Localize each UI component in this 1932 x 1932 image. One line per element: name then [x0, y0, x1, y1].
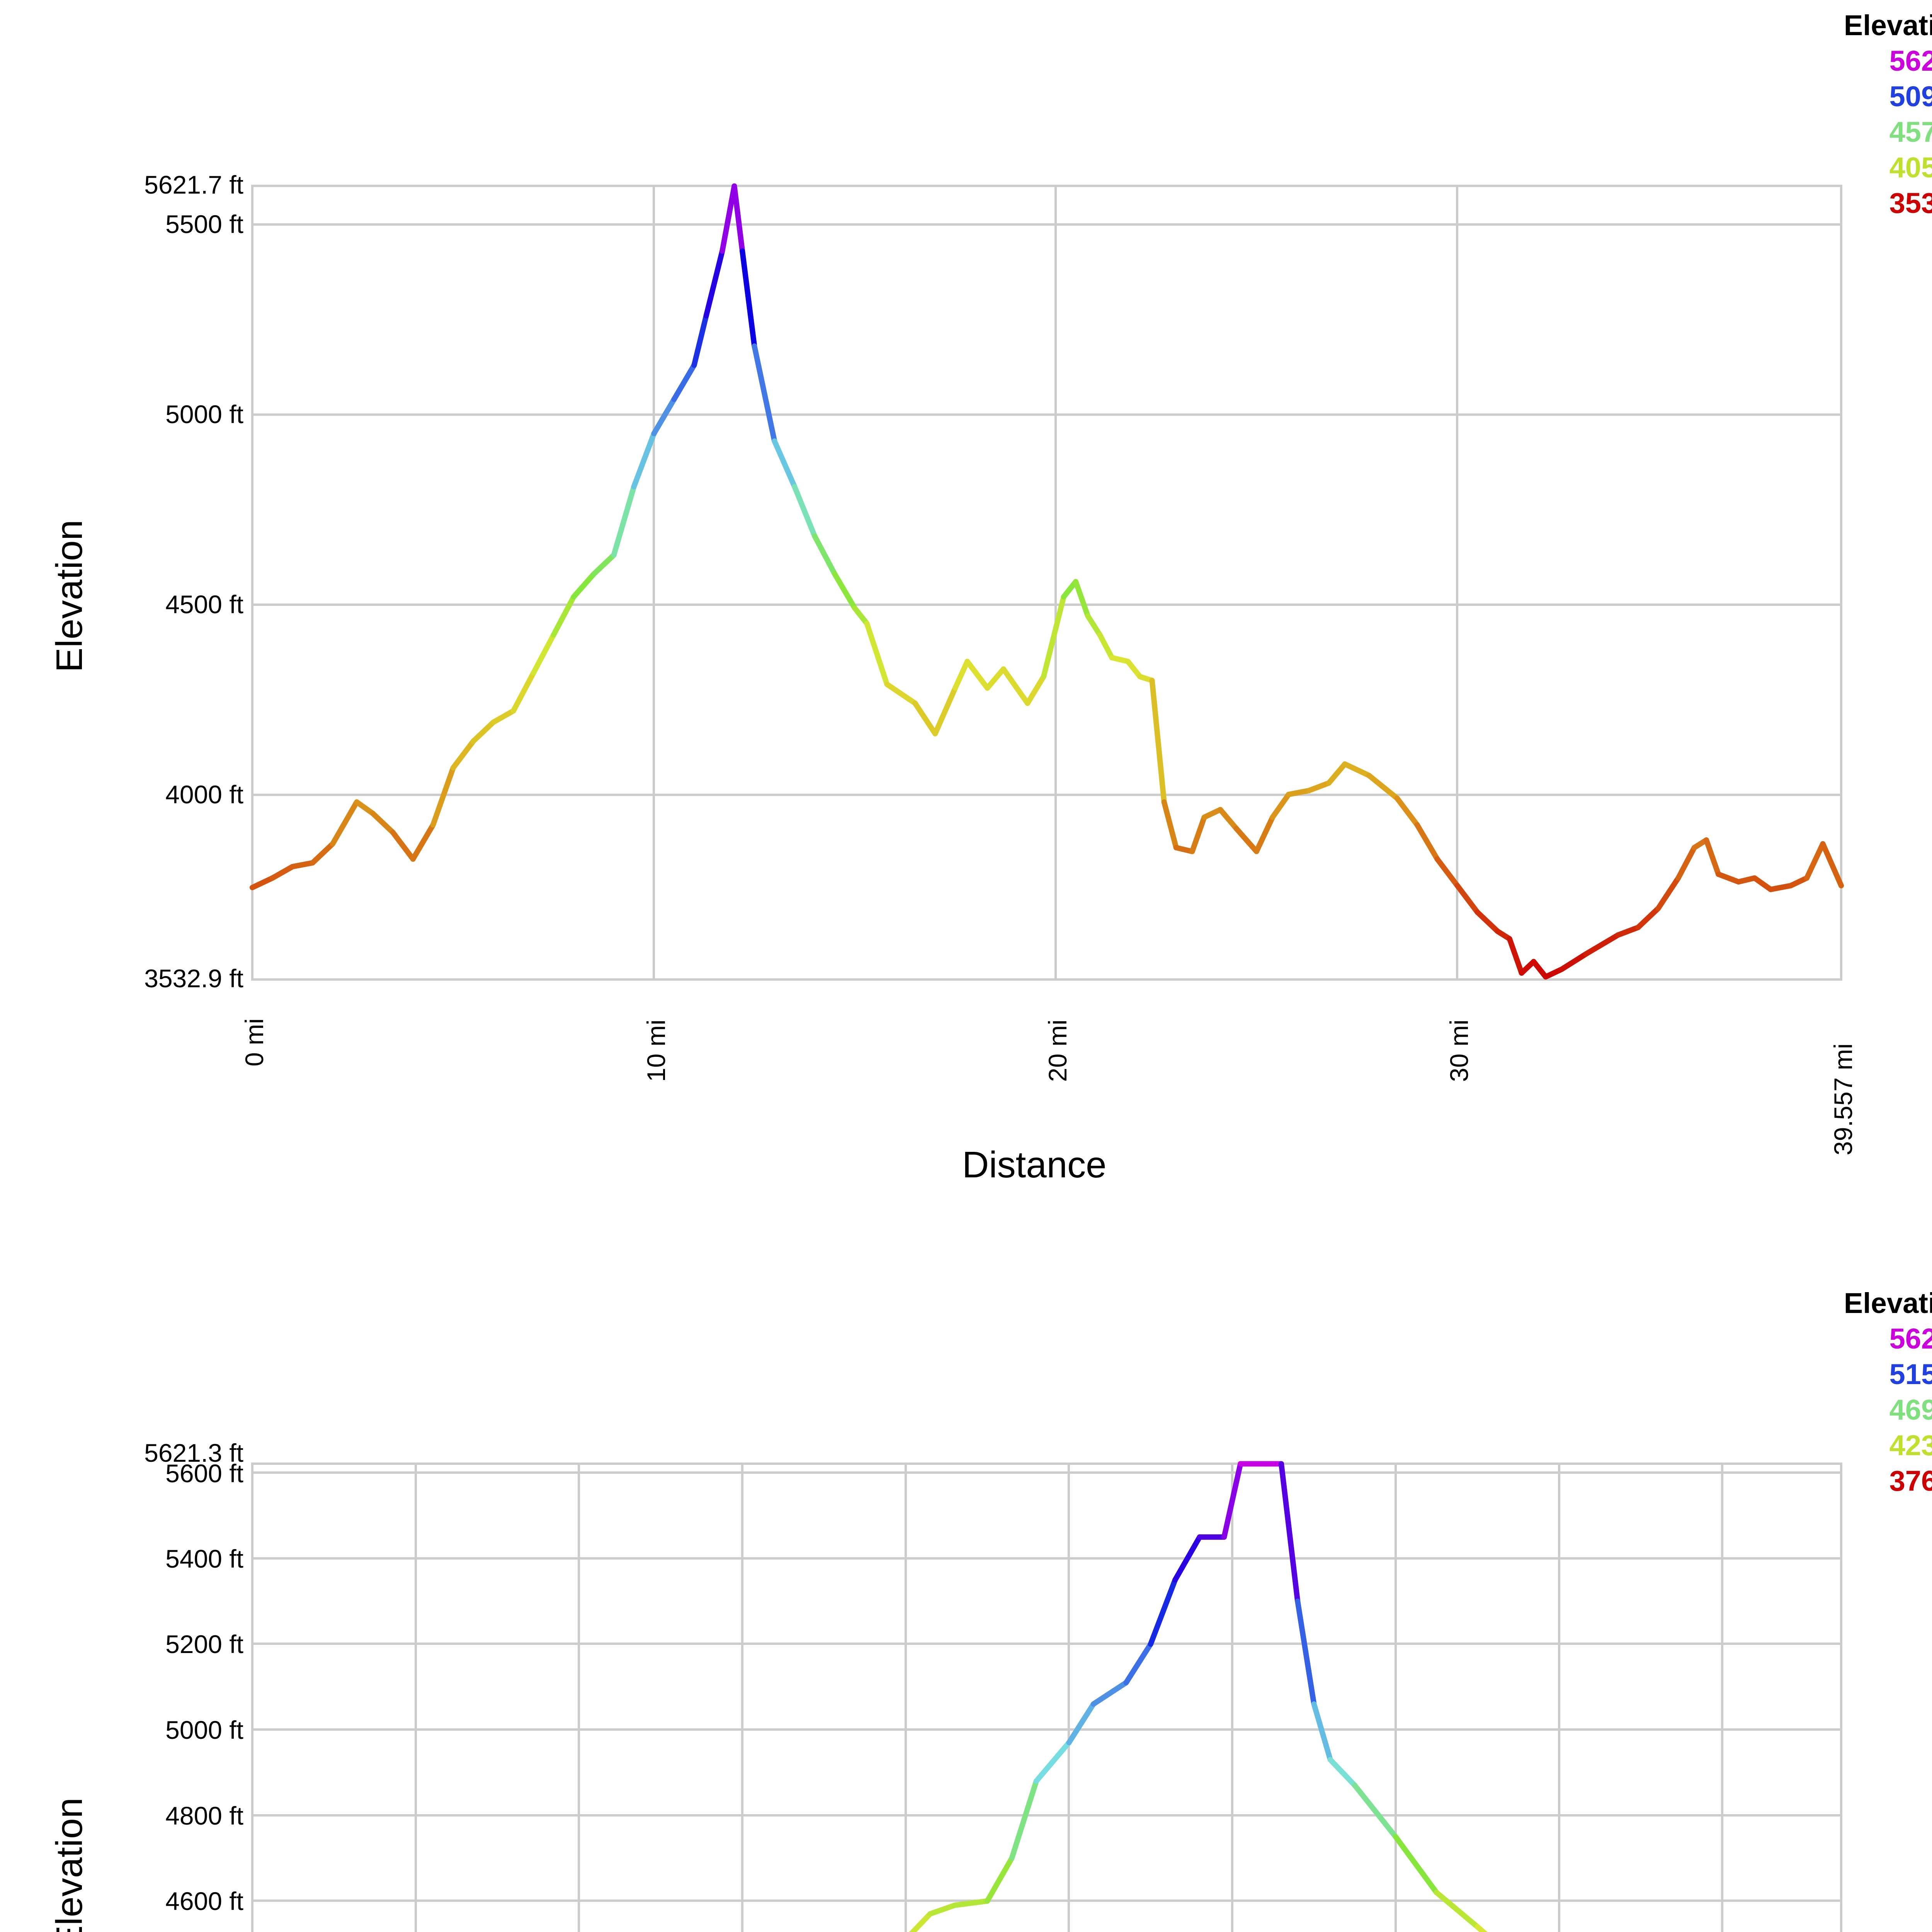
legend-item: 5158.0	[1889, 1358, 1932, 1390]
x-tick-0: 0 mi	[240, 1018, 269, 1066]
elevation-profile-line	[909, 1461, 1488, 1932]
y-tick-5500: 5500 ft	[165, 210, 243, 238]
elevation-chart-2: 5621.3 ft 5600 ft 5400 ft 5200 ft 5000 f…	[0, 1278, 1932, 1932]
x-tick-20: 20 mi	[1043, 1019, 1072, 1082]
x-tick-end: 39.557 mi	[1829, 1043, 1857, 1155]
legend-title: Elevation (ft)	[1844, 1287, 1932, 1319]
y-tick-4500: 4500 ft	[165, 590, 243, 619]
y-tick-5000: 5000 ft	[165, 1716, 243, 1744]
legend-item: 4055.1	[1889, 151, 1932, 184]
y-tick-5200: 5200 ft	[165, 1630, 243, 1658]
legend-title: Elevation (ft)	[1844, 9, 1932, 41]
y-tick-5600: 5600 ft	[165, 1459, 243, 1488]
x-tick-30: 30 mi	[1445, 1019, 1473, 1082]
legend: Elevation (ft) 5621.7 5099.5 4577.3 4055…	[1844, 8, 1932, 221]
legend-item: 5099.5	[1889, 80, 1932, 112]
chart-1-plot	[250, 183, 1844, 981]
y-tick-5000: 5000 ft	[165, 400, 243, 429]
legend-item: 4577.3	[1889, 116, 1932, 148]
legend-item: 3767.8	[1889, 1465, 1932, 1497]
chart-2-plot	[251, 1461, 1842, 1932]
y-tick-4000: 4000 ft	[165, 780, 243, 809]
y-tick-5400: 5400 ft	[165, 1544, 243, 1573]
chart-1-grid	[251, 185, 1842, 981]
y-tick-min: 3532.9 ft	[144, 964, 243, 993]
elevation-chart-1: 5621.7 ft 5500 ft 5000 ft 4500 ft 4000 f…	[49, 8, 1932, 1185]
y-axis-title: Elevation	[49, 1798, 90, 1932]
legend-item: 4231.2	[1889, 1429, 1932, 1461]
x-tick-10: 10 mi	[642, 1019, 670, 1082]
x-axis-title: Distance	[962, 1144, 1107, 1185]
y-tick-max: 5621.3 ft	[144, 1439, 243, 1467]
legend-item: 5621.7	[1889, 45, 1932, 77]
y-tick-max: 5621.7 ft	[144, 170, 243, 199]
legend-item: 3532.9	[1889, 187, 1932, 219]
y-tick-4600: 4600 ft	[165, 1887, 243, 1915]
y-axis-title: Elevation	[49, 520, 90, 672]
legend-item: 5621.3	[1889, 1323, 1932, 1355]
chart-2-grid	[251, 1463, 1842, 1932]
elevation-profile-line	[250, 183, 1844, 980]
y-tick-4800: 4800 ft	[165, 1801, 243, 1830]
